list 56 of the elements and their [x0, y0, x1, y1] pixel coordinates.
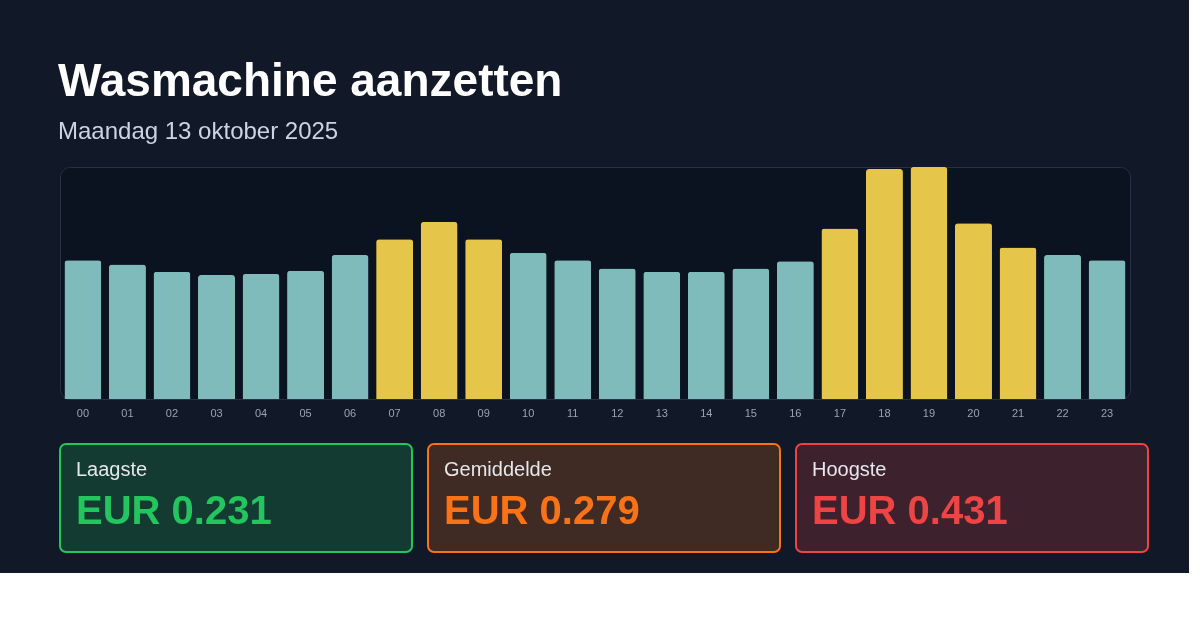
bar: [287, 270, 325, 399]
bar: [865, 169, 903, 399]
bar: [910, 167, 948, 399]
x-tick-label: 12: [611, 406, 624, 419]
x-tick-label: 21: [1011, 406, 1025, 419]
bar: [198, 275, 236, 399]
x-tick-label: 11: [567, 406, 579, 419]
x-tick-label: 00: [76, 406, 90, 419]
text: Hoogste: [812, 458, 887, 480]
bar: [687, 271, 725, 399]
bar: [776, 261, 814, 399]
x-tick-label: 23: [1100, 406, 1114, 419]
x-tick-label: 09: [477, 406, 490, 419]
text: EUR 0.231: [76, 488, 272, 532]
bar: [1044, 254, 1082, 399]
chart-title: Wasmachine aanzetten: [58, 54, 563, 106]
x-tick-label: 06: [343, 406, 357, 419]
bar: [1088, 260, 1126, 399]
text: EUR 0.279: [444, 488, 640, 532]
text: Laagste: [76, 458, 148, 480]
bar: [420, 221, 458, 399]
x-tick-label: 17: [833, 406, 847, 419]
text: Gemiddelde: [444, 458, 552, 480]
bar: [465, 239, 503, 399]
x-tick-label: 01: [121, 406, 134, 419]
x-tick-label: 03: [210, 406, 223, 419]
bar: [732, 268, 770, 399]
bar: [108, 264, 146, 399]
x-tick-label: 16: [789, 406, 802, 419]
x-tick-label: 20: [967, 406, 980, 419]
x-tick-label: 05: [299, 406, 312, 419]
text: EUR 0.431: [812, 488, 1008, 532]
bar: [331, 254, 369, 399]
x-tick-label: 04: [254, 406, 268, 419]
bar: [598, 268, 636, 399]
bar: [821, 228, 859, 399]
x-tick-label: 10: [522, 406, 535, 419]
x-tick-label: 02: [165, 406, 179, 419]
x-tick-label: 07: [388, 406, 401, 419]
bar: [954, 223, 992, 399]
x-tick-label: 19: [922, 406, 936, 419]
x-tick-label: 08: [433, 406, 446, 419]
bar: [509, 252, 547, 399]
bar: [376, 239, 414, 399]
bar: [153, 271, 191, 399]
chart-subtitle: Maandag 13 oktober 2025: [58, 117, 339, 144]
bar: [64, 260, 102, 399]
bar: [999, 247, 1037, 399]
x-tick-label: 22: [1056, 406, 1069, 419]
x-tick-label: 18: [878, 406, 891, 419]
x-tick-label: 14: [700, 406, 713, 419]
bar: [554, 260, 592, 399]
bar: [643, 271, 681, 399]
x-tick-label: 13: [655, 406, 668, 419]
bar: [242, 273, 280, 399]
x-tick-label: 15: [744, 406, 757, 419]
